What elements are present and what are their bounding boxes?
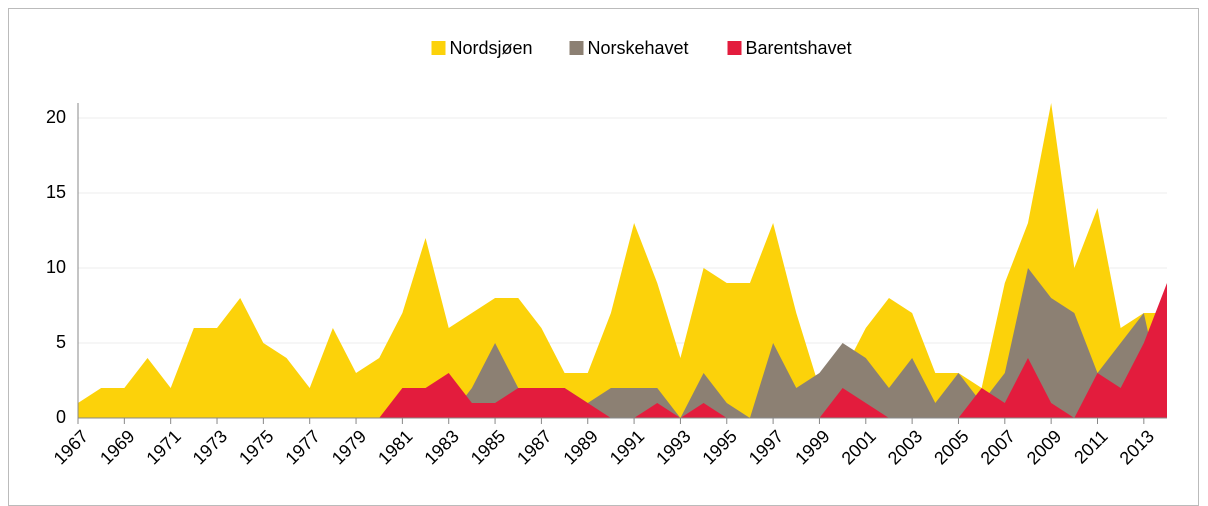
legend-label: Nordsjøen bbox=[450, 38, 533, 58]
x-tick-label: 1983 bbox=[420, 426, 462, 468]
y-tick-label: 0 bbox=[56, 407, 66, 427]
x-tick-label: 1997 bbox=[745, 426, 787, 468]
x-tick-label: 2001 bbox=[838, 426, 880, 468]
x-tick-label: 1981 bbox=[374, 426, 416, 468]
x-tick-label: 2007 bbox=[977, 426, 1019, 468]
x-tick-label: 1977 bbox=[281, 426, 323, 468]
legend-swatch bbox=[727, 41, 742, 55]
x-tick-label: 1993 bbox=[652, 426, 694, 468]
x-tick-label: 1995 bbox=[698, 426, 740, 468]
x-tick-label: 1973 bbox=[189, 426, 231, 468]
x-tick-label: 1987 bbox=[513, 426, 555, 468]
x-tick-label: 2013 bbox=[1116, 426, 1158, 468]
x-tick-label: 1991 bbox=[606, 426, 648, 468]
x-tick-label: 2003 bbox=[884, 426, 926, 468]
x-tick-label: 2005 bbox=[930, 426, 972, 468]
x-tick-label: 1999 bbox=[791, 426, 833, 468]
x-tick-label: 1969 bbox=[96, 426, 138, 468]
y-tick-label: 20 bbox=[46, 107, 66, 127]
x-tick-label: 1967 bbox=[50, 426, 92, 468]
x-tick-label: 1985 bbox=[467, 426, 509, 468]
x-tick-label: 1971 bbox=[142, 426, 184, 468]
area bbox=[78, 103, 1167, 418]
x-tick-label: 1989 bbox=[559, 426, 601, 468]
y-tick-label: 5 bbox=[56, 332, 66, 352]
x-tick-label: 1975 bbox=[235, 426, 277, 468]
x-tick-label: 2009 bbox=[1023, 426, 1065, 468]
y-tick-label: 10 bbox=[46, 257, 66, 277]
area bbox=[78, 268, 1167, 418]
x-tick-label: 1979 bbox=[328, 426, 370, 468]
x-tick-label: 2011 bbox=[1070, 426, 1112, 468]
legend-label: Barentshavet bbox=[746, 38, 852, 58]
legend-swatch bbox=[431, 41, 446, 55]
legend-label: Norskehavet bbox=[588, 38, 689, 58]
y-tick-label: 15 bbox=[46, 182, 66, 202]
legend-swatch bbox=[569, 41, 584, 55]
